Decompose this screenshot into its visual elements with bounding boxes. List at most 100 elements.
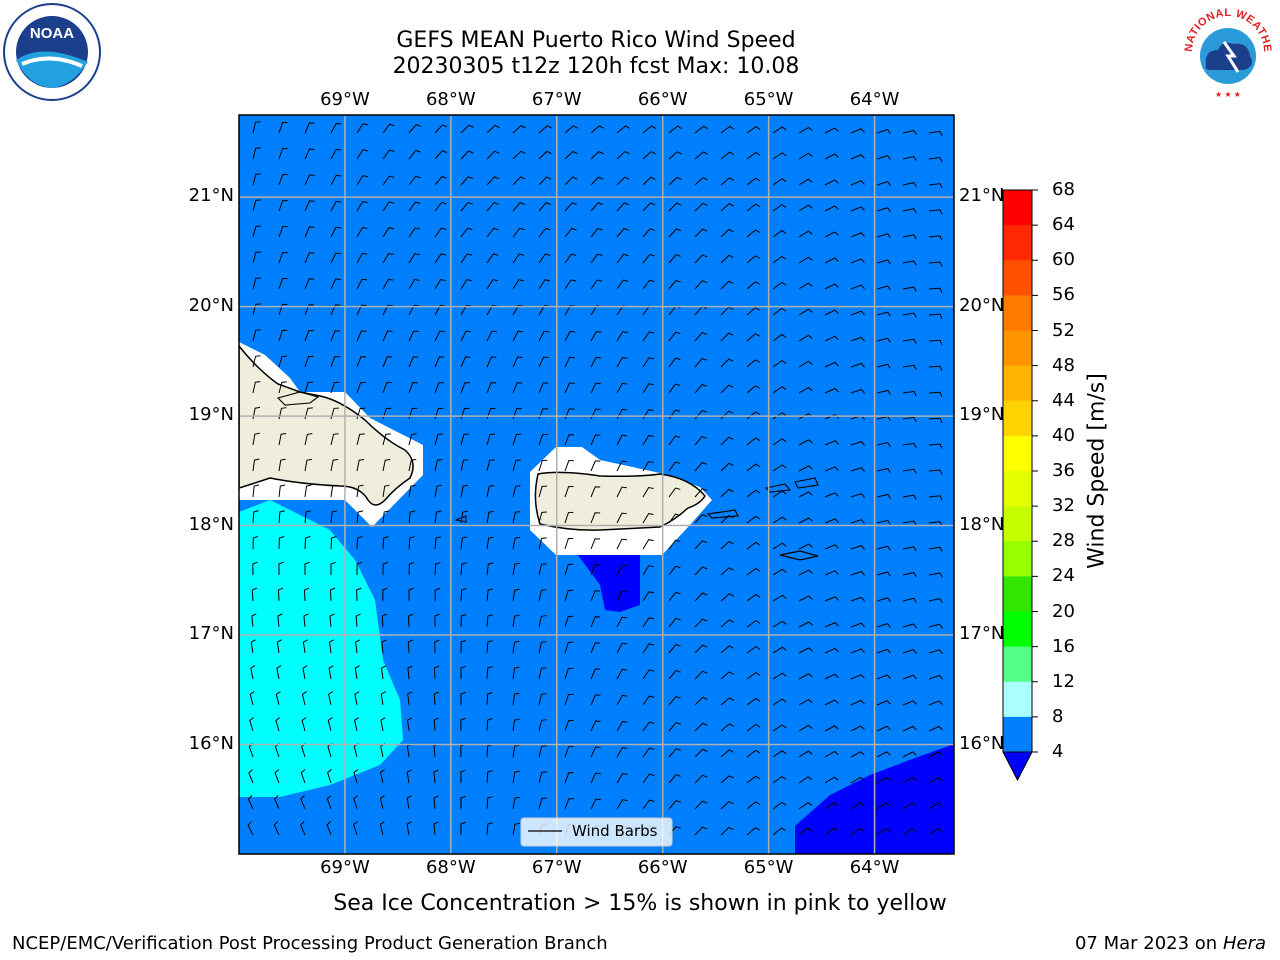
wind-barb <box>434 330 445 342</box>
wind-barb <box>512 459 521 472</box>
wind-barb <box>824 570 839 576</box>
wind-barb <box>303 587 310 602</box>
wind-barb <box>564 563 574 576</box>
legend-label: Wind Barbs <box>572 822 658 840</box>
wind-barb <box>928 313 943 319</box>
wind-barb <box>460 769 466 784</box>
wind-barb <box>460 227 473 238</box>
island-st-croix <box>779 550 819 561</box>
wind-barb <box>668 722 681 732</box>
wind-barb <box>460 639 467 654</box>
wind-barb <box>460 613 467 628</box>
wind-barb <box>824 725 839 732</box>
wind-barb <box>642 591 654 602</box>
colorbar-segment <box>1003 541 1032 577</box>
wind-barb <box>798 595 813 602</box>
wind-barb <box>824 127 839 134</box>
wind-barb <box>850 310 865 316</box>
wind-barb <box>304 355 314 368</box>
wind-barb <box>248 769 254 784</box>
wind-barb <box>616 486 627 498</box>
wind-barb <box>798 673 813 680</box>
wind-barb <box>512 718 520 732</box>
wind-barb <box>642 669 655 680</box>
wind-barb <box>512 588 520 602</box>
wind-barb <box>407 665 413 680</box>
wind-barb <box>642 773 655 784</box>
wind-barb <box>460 201 473 212</box>
wind-barb <box>616 279 629 290</box>
wind-barb <box>876 493 891 499</box>
wind-barb <box>720 488 734 498</box>
wind-barb <box>408 124 421 134</box>
wind-barb <box>330 484 338 498</box>
wind-barb <box>301 717 307 732</box>
wind-barb <box>746 385 760 394</box>
wind-barb <box>720 567 734 576</box>
wind-barb <box>356 201 368 212</box>
wind-barb <box>252 458 260 472</box>
wind-barb <box>382 253 394 264</box>
wind-barb <box>538 279 550 290</box>
wind-barb <box>590 279 603 290</box>
wind-barb <box>798 439 813 446</box>
wind-barb <box>928 725 943 732</box>
wind-barb <box>486 382 497 394</box>
wind-barb <box>902 155 917 162</box>
colorbar-segment <box>1003 400 1032 437</box>
wind-barb <box>876 233 891 239</box>
wind-barb <box>590 227 603 238</box>
wind-barb <box>798 827 813 836</box>
wind-barb <box>486 201 499 212</box>
wind-barb <box>538 563 547 576</box>
colorbar-tick-label: 60 <box>1052 249 1075 271</box>
colorbar-tick-label: 68 <box>1052 179 1075 200</box>
wind-barb <box>772 724 787 732</box>
wind-barb <box>876 648 891 654</box>
wind-barb <box>278 561 284 576</box>
island-tortuga <box>276 391 320 406</box>
wind-barb <box>300 795 306 810</box>
wind-barb <box>850 699 865 706</box>
wind-barb <box>772 386 787 394</box>
wind-barb <box>850 776 865 784</box>
wind-barb <box>720 125 735 134</box>
wind-barb <box>486 485 495 498</box>
wind-barb <box>616 616 628 628</box>
wind-barb <box>434 201 447 212</box>
wind-barb <box>278 432 287 446</box>
colorbar-tick-label: 12 <box>1052 670 1075 692</box>
wind-barb <box>746 541 761 550</box>
wind-barb <box>902 338 917 344</box>
wind-barb <box>407 639 414 654</box>
wind-barb <box>486 227 499 238</box>
wind-barb <box>772 801 787 810</box>
wind-barb <box>564 176 578 186</box>
wind-barb <box>720 775 734 784</box>
colorbar-segment <box>1003 330 1032 367</box>
wind-barb <box>876 545 891 551</box>
wind-barb <box>564 253 577 264</box>
wind-barb <box>250 665 256 680</box>
wind-barb <box>304 200 315 212</box>
wind-barb <box>798 465 813 472</box>
wind-barb <box>798 308 813 316</box>
wind-barb <box>824 827 839 836</box>
wind-barb <box>353 717 360 732</box>
wind-barb <box>304 252 315 264</box>
wind-barb <box>356 175 368 186</box>
wind-barb <box>798 621 813 628</box>
wind-barb <box>382 175 395 186</box>
colorbar-tick-label: 64 <box>1052 214 1075 236</box>
wind-barb <box>382 278 394 290</box>
wind-barb <box>902 828 917 836</box>
wind-barb <box>746 593 761 602</box>
wind-barb <box>330 122 342 134</box>
wind-barb <box>512 356 523 368</box>
colorbar-label: Wind Speed [m/s] <box>1084 373 1110 569</box>
wind-barb <box>668 176 682 186</box>
wind-barb <box>824 622 839 628</box>
wind-barb <box>381 665 387 680</box>
wind-barb <box>330 433 339 446</box>
